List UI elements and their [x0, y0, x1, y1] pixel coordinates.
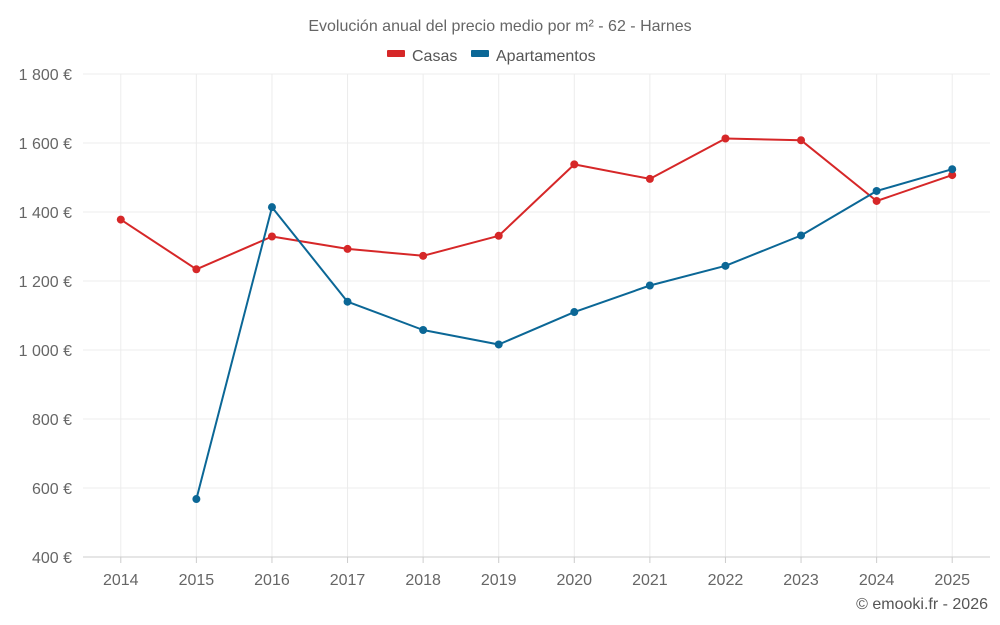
y-tick-label: 1 800 €	[19, 67, 72, 84]
y-tick-label: 400 €	[32, 550, 72, 567]
data-point-apartamentos-2021[interactable]	[645, 281, 654, 290]
data-point-casas-2023[interactable]	[797, 136, 806, 145]
data-point-casas-2018[interactable]	[419, 251, 428, 260]
legend: Casas Apartamentos	[387, 48, 596, 65]
data-point-apartamentos-2016[interactable]	[267, 203, 276, 212]
y-tick-label: 600 €	[32, 481, 72, 498]
x-tick-label: 2023	[783, 572, 819, 589]
data-point-casas-2022[interactable]	[721, 134, 730, 143]
grid	[83, 73, 990, 557]
data-point-apartamentos-2022[interactable]	[721, 261, 730, 270]
data-point-apartamentos-2020[interactable]	[570, 308, 579, 317]
data-point-apartamentos-2018[interactable]	[419, 325, 428, 334]
data-point-casas-2021[interactable]	[645, 174, 654, 183]
x-tick-label: 2025	[934, 572, 970, 589]
data-point-apartamentos-2017[interactable]	[343, 297, 352, 306]
y-tick-label: 1 600 €	[19, 136, 72, 153]
legend-item-apartamentos[interactable]: Apartamentos	[471, 48, 596, 65]
y-tick-label: 1 200 €	[19, 274, 72, 291]
data-point-apartamentos-2025[interactable]	[948, 165, 957, 174]
credit-text: © emooki.fr - 2026	[856, 596, 988, 613]
x-tick-label: 2022	[708, 572, 744, 589]
x-axis: 2014 2015 2016 2017 2018 2019 2020 2021 2022 2023…	[83, 556, 990, 589]
series-line-casas	[120, 137, 953, 271]
x-tick-label: 2024	[859, 572, 895, 589]
data-point-casas-2017[interactable]	[343, 244, 352, 253]
data-point-casas-2014[interactable]	[116, 215, 125, 224]
legend-item-casas[interactable]: Casas	[387, 48, 457, 65]
legend-label-apartamentos: Apartamentos	[496, 48, 596, 65]
data-point-casas-2020[interactable]	[570, 160, 579, 169]
x-tick-label: 2017	[330, 572, 366, 589]
x-tick-label: 2014	[103, 572, 139, 589]
legend-swatch-apartamentos	[471, 50, 489, 57]
x-tick-label: 2018	[405, 572, 441, 589]
data-point-apartamentos-2015[interactable]	[192, 495, 201, 504]
y-tick-label: 1 400 €	[19, 205, 72, 222]
data-point-apartamentos-2024[interactable]	[872, 186, 881, 195]
data-point-apartamentos-2023[interactable]	[797, 231, 806, 240]
data-point-casas-2019[interactable]	[494, 231, 503, 240]
data-point-casas-2025[interactable]	[948, 171, 957, 180]
data-point-casas-2016[interactable]	[267, 232, 276, 241]
x-tick-label: 2020	[556, 572, 592, 589]
y-axis: 400 € 600 € 800 € 1 000 € 1 200 € 1 400 € 1 60…	[19, 67, 72, 567]
x-tick-label: 2019	[481, 572, 517, 589]
data-point-casas-2015[interactable]	[192, 265, 201, 274]
x-tick-label: 2016	[254, 572, 290, 589]
x-tick-label: 2021	[632, 572, 668, 589]
y-tick-label: 1 000 €	[19, 343, 72, 360]
legend-label-casas: Casas	[412, 48, 457, 65]
chart-title: Evolución anual del precio medio por m² …	[308, 18, 691, 35]
data-point-casas-2024[interactable]	[872, 196, 881, 205]
plot-area	[116, 134, 957, 504]
legend-swatch-casas	[387, 50, 405, 57]
x-tick-label: 2015	[179, 572, 215, 589]
data-point-apartamentos-2019[interactable]	[494, 340, 503, 349]
y-tick-label: 800 €	[32, 412, 72, 429]
